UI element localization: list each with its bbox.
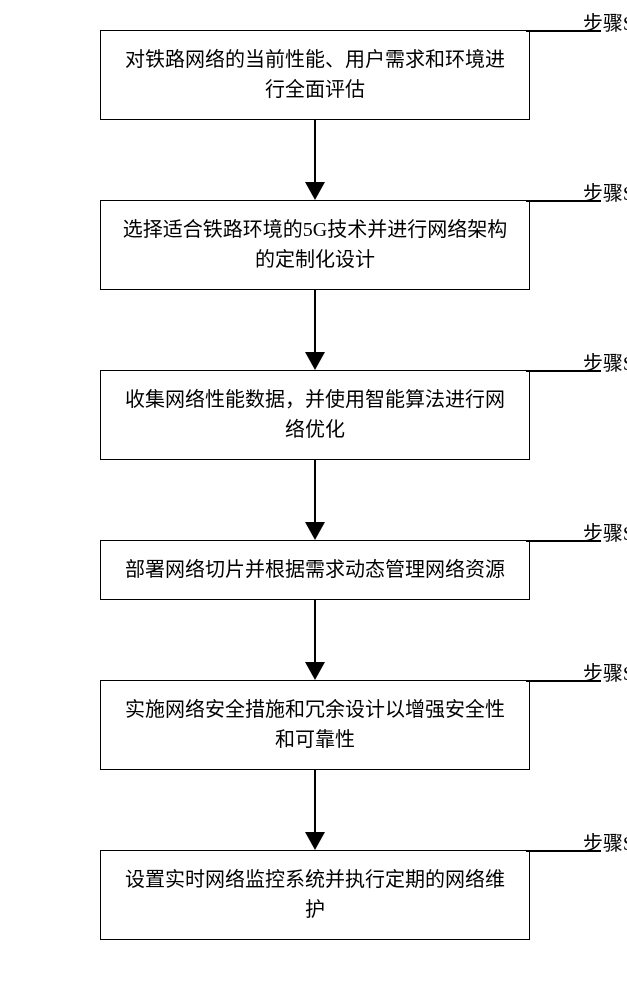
- step-group: 步骤S6 设置实时网络监控系统并执行定期的网络维护: [40, 850, 590, 940]
- step-label: 步骤S6: [583, 829, 627, 859]
- step-group: 步骤S4 部署网络切片并根据需求动态管理网络资源: [40, 540, 590, 680]
- step-text: 实施网络安全措施和冗余设计以增强安全性和可靠性: [125, 699, 505, 751]
- arrow-head: [305, 352, 325, 370]
- step-box-s6: 步骤S6 设置实时网络监控系统并执行定期的网络维护: [100, 850, 530, 940]
- arrow-line: [314, 460, 317, 522]
- step-text: 设置实时网络监控系统并执行定期的网络维护: [125, 869, 505, 921]
- arrow-down-icon: [305, 460, 325, 540]
- step-group: 步骤S1 对铁路网络的当前性能、用户需求和环境进行全面评估: [40, 30, 590, 200]
- arrow-down-icon: [305, 600, 325, 680]
- step-group: 步骤S3 收集网络性能数据，并使用智能算法进行网络优化: [40, 370, 590, 540]
- step-label: 步骤S4: [583, 519, 627, 549]
- arrow-head: [305, 832, 325, 850]
- step-group: 步骤S5 实施网络安全措施和冗余设计以增强安全性和可靠性: [40, 680, 590, 850]
- step-label: 步骤S3: [583, 349, 627, 379]
- step-box-s2: 步骤S2 选择适合铁路环境的5G技术并进行网络架构的定制化设计: [100, 200, 530, 290]
- arrow-line: [314, 770, 317, 832]
- step-text: 选择适合铁路环境的5G技术并进行网络架构的定制化设计: [123, 219, 507, 271]
- arrow-line: [314, 290, 317, 352]
- step-box-s1: 步骤S1 对铁路网络的当前性能、用户需求和环境进行全面评估: [100, 30, 530, 120]
- arrow-head: [305, 522, 325, 540]
- arrow-head: [305, 662, 325, 680]
- arrow-down-icon: [305, 120, 325, 200]
- step-text: 部署网络切片并根据需求动态管理网络资源: [125, 559, 505, 581]
- step-text: 对铁路网络的当前性能、用户需求和环境进行全面评估: [125, 49, 505, 101]
- step-label: 步骤S1: [583, 9, 627, 39]
- arrow-down-icon: [305, 290, 325, 370]
- step-text: 收集网络性能数据，并使用智能算法进行网络优化: [125, 389, 505, 441]
- step-group: 步骤S2 选择适合铁路环境的5G技术并进行网络架构的定制化设计: [40, 200, 590, 370]
- step-box-s5: 步骤S5 实施网络安全措施和冗余设计以增强安全性和可靠性: [100, 680, 530, 770]
- step-box-s3: 步骤S3 收集网络性能数据，并使用智能算法进行网络优化: [100, 370, 530, 460]
- step-label: 步骤S5: [583, 659, 627, 689]
- flowchart-container: 步骤S1 对铁路网络的当前性能、用户需求和环境进行全面评估 步骤S2 选择适合铁…: [40, 30, 590, 940]
- arrow-line: [314, 120, 317, 182]
- step-label: 步骤S2: [583, 179, 627, 209]
- arrow-line: [314, 600, 317, 662]
- step-box-s4: 步骤S4 部署网络切片并根据需求动态管理网络资源: [100, 540, 530, 600]
- arrow-down-icon: [305, 770, 325, 850]
- arrow-head: [305, 182, 325, 200]
